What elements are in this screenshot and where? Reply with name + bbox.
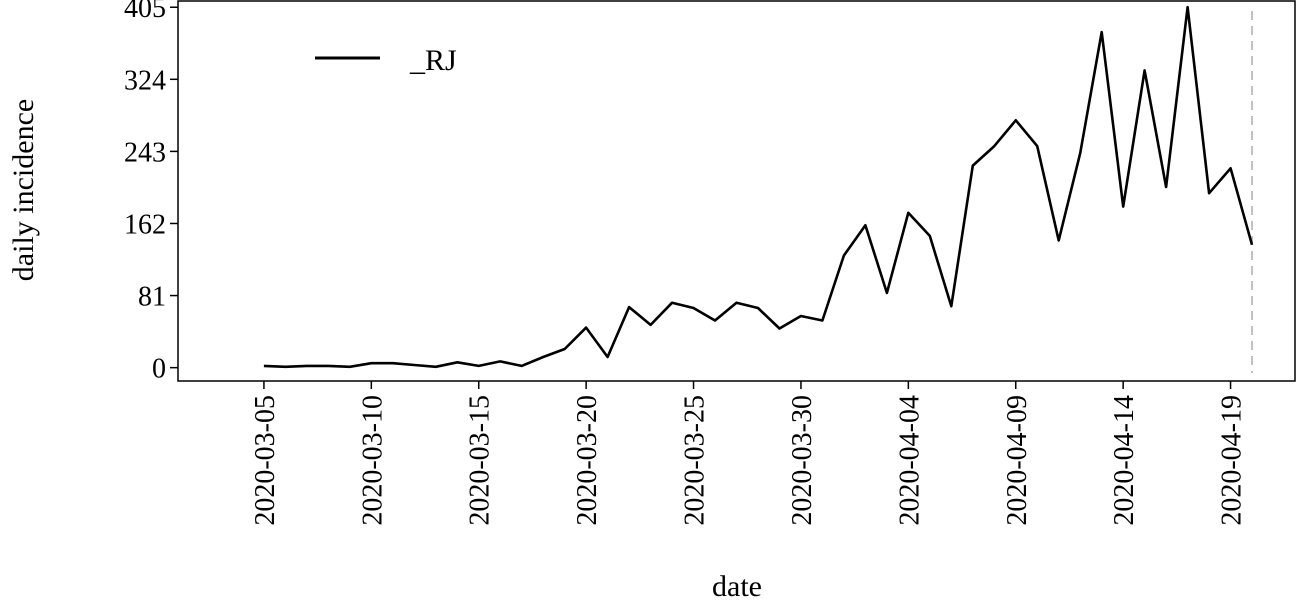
x-tick-label: 2020-04-04 [894, 395, 925, 526]
series-line [263, 5, 1254, 369]
plot-frame [177, 0, 1296, 382]
y-tick-label: 81 [138, 282, 166, 313]
legend-label: _RJ [409, 44, 457, 77]
y-axis-title: daily incidence [7, 99, 40, 281]
x-tick-label: 2020-03-20 [572, 395, 603, 526]
y-tick-label: 405 [124, 0, 166, 24]
y-tick-label: 243 [124, 137, 166, 168]
series-group [263, 5, 1254, 369]
x-axis-title: date [712, 570, 762, 600]
x-tick-label: 2020-03-15 [465, 395, 496, 526]
legend: _RJ [315, 44, 457, 77]
x-tick-label: 2020-03-25 [680, 395, 711, 526]
x-tick-label: 2020-04-14 [1109, 395, 1140, 526]
x-tick-label: 2020-04-09 [1002, 395, 1033, 526]
y-axis: 0 81 162 243 324 405 [124, 0, 178, 385]
y-tick-label: 0 [152, 354, 166, 385]
y-tick-label: 324 [124, 65, 166, 96]
y-tick-label: 162 [124, 209, 166, 240]
x-tick-label: 2020-03-10 [357, 395, 388, 526]
x-tick-label: 2020-04-19 [1217, 395, 1248, 526]
x-tick-label: 2020-03-05 [250, 395, 281, 526]
x-axis: 2020-03-05 2020-03-10 2020-03-15 2020-03-20… [250, 381, 1248, 526]
x-tick-label: 2020-03-30 [787, 395, 818, 526]
